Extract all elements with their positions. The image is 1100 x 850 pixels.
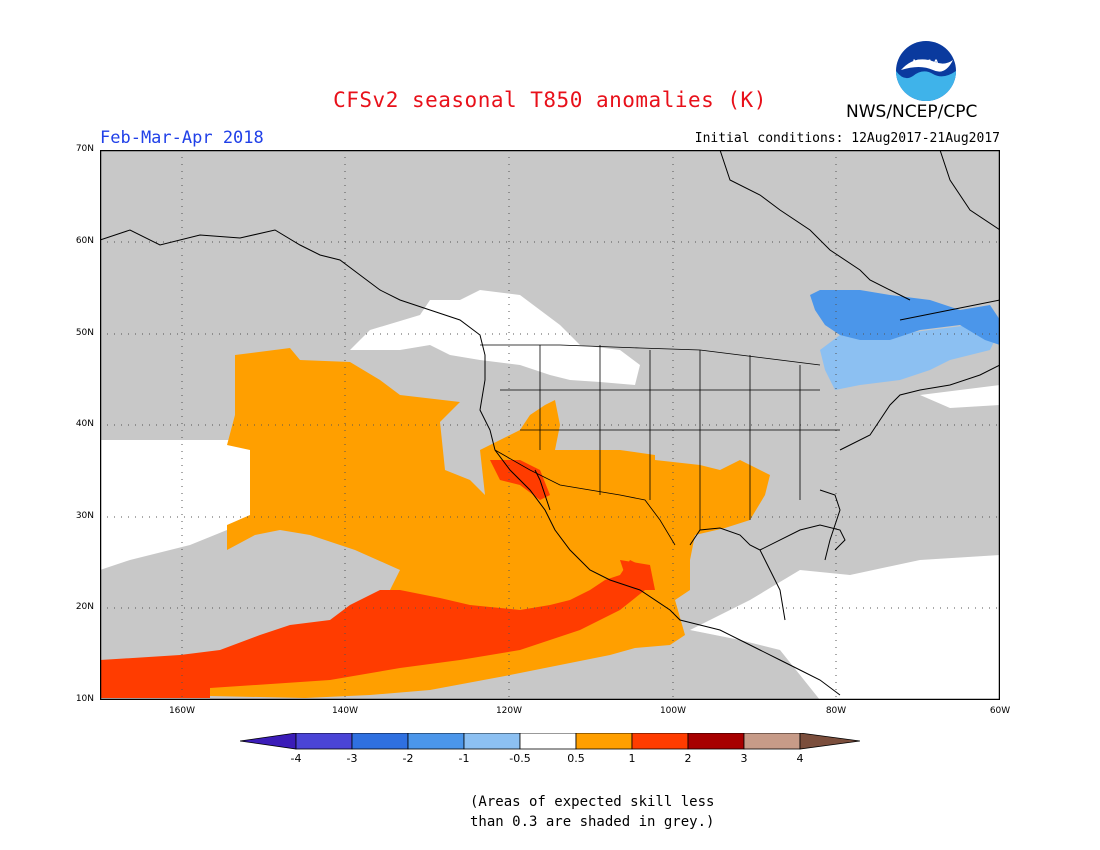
colorbar-low-arrow <box>240 733 297 750</box>
org-label: NWS/NCEP/CPC <box>846 102 978 122</box>
skill-note-line1: (Areas of expected skill less <box>470 794 715 810</box>
orange-region <box>200 348 770 698</box>
colorbar-seg-7 <box>631 733 689 750</box>
lat-label-30n: 30N <box>75 511 94 521</box>
skill-note-line2: than 0.3 are shaded in grey.) <box>470 814 715 830</box>
colorbar-seg-2 <box>351 733 409 750</box>
lat-label-60n: 60N <box>75 236 94 246</box>
lon-label-160w: 160W <box>168 706 196 716</box>
colorbar-label-neg3: -3 <box>346 752 358 765</box>
colorbar-label-neg2: -2 <box>402 752 414 765</box>
political-borders <box>480 344 840 546</box>
graticule <box>100 150 1000 700</box>
blue-region <box>810 290 1000 345</box>
colorbar-seg-4 <box>463 733 521 750</box>
lon-label-60w: 60W <box>989 706 1011 716</box>
lon-label-80w: 80W <box>825 706 847 716</box>
colorbar-label-neg4: -4 <box>290 752 302 765</box>
lat-label-40n: 40N <box>75 419 94 429</box>
map-title: CFSv2 seasonal T850 anomalies (K) <box>333 88 767 112</box>
colorbar-seg-9 <box>743 733 801 750</box>
white-region-west <box>100 440 250 570</box>
anomaly-map <box>100 150 1000 700</box>
red-region-pacific <box>100 560 650 698</box>
white-region-se <box>690 555 1000 700</box>
colorbar-label-05: 0.5 <box>567 752 585 765</box>
colorbar-seg-5 <box>519 733 577 750</box>
colorbar-seg-1 <box>295 733 353 750</box>
lon-label-140w: 140W <box>331 706 359 716</box>
colorbar-label-2: 2 <box>684 752 692 765</box>
lightblue-region <box>820 325 1000 390</box>
initial-conditions: Initial conditions: 12Aug2017-21Aug2017 <box>694 131 1000 146</box>
colorbar-label-3: 3 <box>740 752 748 765</box>
lat-label-20n: 20N <box>75 602 94 612</box>
lat-label-10n: 10N <box>75 694 94 704</box>
colorbar <box>240 733 860 750</box>
colorbar-seg-8 <box>687 733 745 750</box>
colorbar-label-4: 4 <box>796 752 804 765</box>
noaa-logo: NOAA <box>896 41 956 101</box>
colorbar-seg-6 <box>575 733 633 750</box>
svg-text:NOAA: NOAA <box>913 58 940 68</box>
skill-note: (Areas of expected skill less than 0.3 a… <box>470 792 730 832</box>
white-region-nw <box>350 290 640 385</box>
forecast-period: Feb-Mar-Apr 2018 <box>100 128 264 148</box>
coastlines <box>100 150 1000 696</box>
lon-label-100w: 100W <box>659 706 687 716</box>
white-region-ne <box>920 385 1000 408</box>
colorbar-label-1: 1 <box>628 752 636 765</box>
lat-label-70n: 70N <box>75 144 94 154</box>
lon-label-120w: 120W <box>495 706 523 716</box>
colorbar-high-arrow <box>799 733 860 750</box>
lat-label-50n: 50N <box>75 328 94 338</box>
colorbar-label-neg05: -0.5 <box>509 752 531 765</box>
red-region-mexico <box>620 560 655 590</box>
colorbar-seg-3 <box>407 733 465 750</box>
colorbar-label-neg1: -1 <box>458 752 470 765</box>
